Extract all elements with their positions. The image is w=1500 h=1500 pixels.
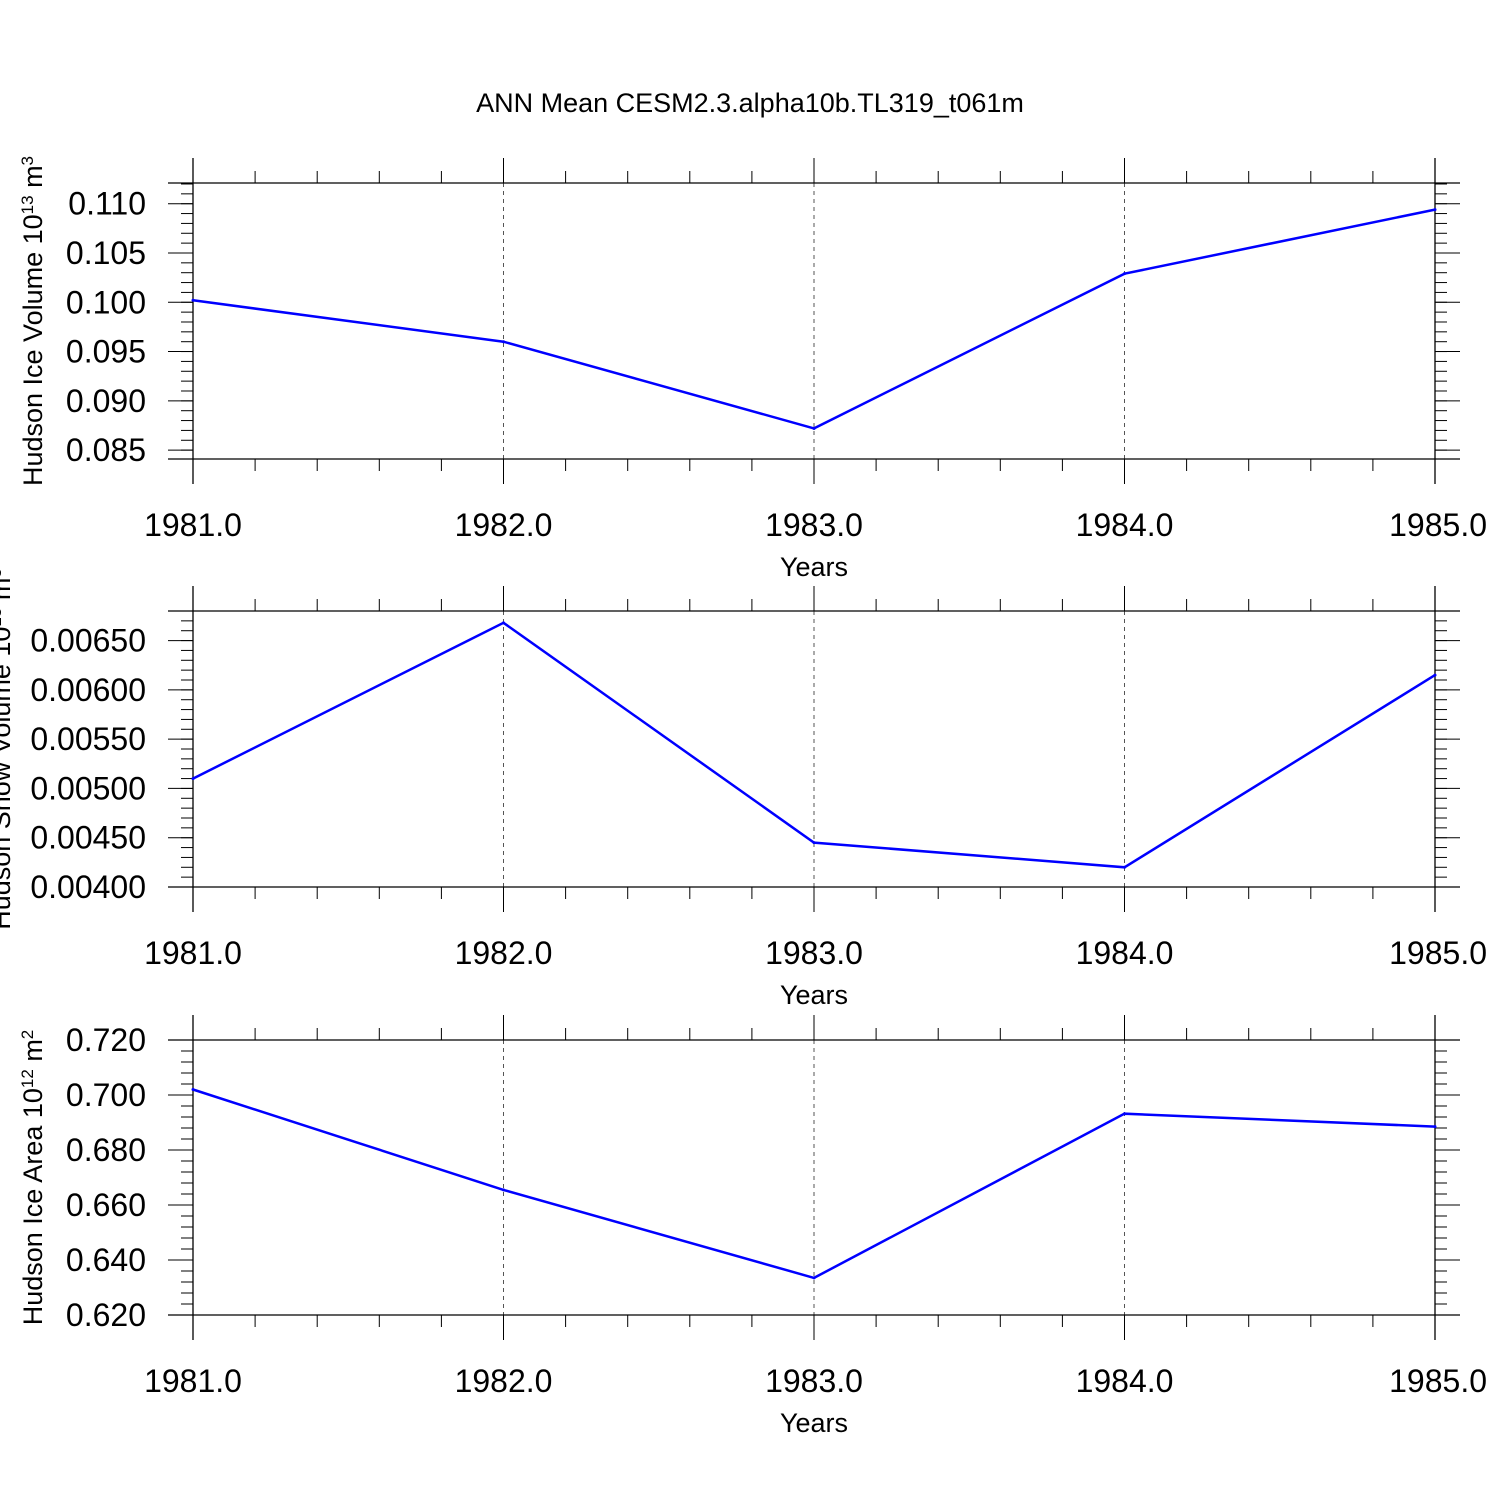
x-tick-label: 1982.0 bbox=[455, 507, 553, 543]
x-tick-label: 1984.0 bbox=[1076, 507, 1174, 543]
y-axis-title-part: Hudson Ice Volume 10 bbox=[18, 214, 48, 486]
y-tick-label: 0.00450 bbox=[30, 820, 146, 856]
y-tick-label: 0.090 bbox=[66, 383, 146, 419]
data-point bbox=[191, 777, 195, 781]
y-axis-title-superscript: 12 bbox=[18, 1069, 37, 1088]
x-tick-label: 1985.0 bbox=[1389, 935, 1487, 971]
y-axis-title: Hudson Snow Volume 1013 m3 bbox=[0, 568, 16, 930]
data-point bbox=[812, 426, 816, 430]
x-tick-label: 1981.0 bbox=[144, 507, 242, 543]
data-point bbox=[1433, 208, 1437, 212]
x-tick-label: 1981.0 bbox=[144, 1363, 242, 1399]
y-axis-title-part: m bbox=[18, 1039, 48, 1069]
panels: 0.085 0.090 0.095 0.100 0.105 0.110 1981.0 1982… bbox=[0, 156, 1487, 1438]
data-point bbox=[191, 1088, 195, 1091]
y-tick-label: 0.085 bbox=[66, 432, 146, 468]
x-tick-label: 1983.0 bbox=[765, 1363, 863, 1399]
y-axis-title-superscript: 2 bbox=[18, 1030, 37, 1039]
y-axis-title-part: m bbox=[18, 165, 48, 195]
x-tick-label: 1983.0 bbox=[765, 507, 863, 543]
y-tick-label: 0.110 bbox=[68, 186, 146, 222]
data-point bbox=[1433, 673, 1437, 677]
y-tick-label: 0.660 bbox=[66, 1187, 146, 1223]
y-tick-label: 0.720 bbox=[66, 1022, 146, 1058]
y-tick-label: 0.105 bbox=[66, 235, 146, 271]
y-axis-title: Hudson Ice Volume 1013 m3 bbox=[18, 156, 49, 486]
x-tick-label: 1982.0 bbox=[455, 1363, 553, 1399]
x-tick-label: 1982.0 bbox=[455, 935, 553, 971]
y-axis-title-superscript: 13 bbox=[18, 195, 37, 214]
y-tick-label: 0.620 bbox=[66, 1297, 146, 1333]
y-tick-label: 0.095 bbox=[66, 334, 146, 370]
y-axis-title-part: Hudson Ice Area 10 bbox=[18, 1088, 48, 1325]
y-axis-title-part: m bbox=[0, 578, 16, 608]
data-point bbox=[812, 1276, 816, 1280]
x-tick-label: 1983.0 bbox=[765, 935, 863, 971]
y-tick-label: 0.640 bbox=[66, 1242, 146, 1278]
panel-3: 0.620 0.640 0.660 0.680 0.700 0.720 1981.0 1982… bbox=[18, 1015, 1487, 1438]
data-point bbox=[502, 621, 505, 625]
y-tick-label: 0.00600 bbox=[30, 672, 146, 708]
panel-2: 0.00400 0.00450 0.00500 0.00550 0.00600 0.006… bbox=[0, 568, 1487, 1010]
x-tick-label: 1985.0 bbox=[1389, 507, 1487, 543]
data-point bbox=[502, 1188, 505, 1192]
y-tick-label: 0.700 bbox=[66, 1077, 146, 1113]
y-tick-label: 0.00500 bbox=[30, 770, 146, 806]
y-tick-label: 0.100 bbox=[66, 284, 146, 320]
x-axis-title: Years bbox=[780, 980, 848, 1010]
y-axis-title-superscript: 3 bbox=[18, 156, 37, 165]
data-point bbox=[812, 841, 816, 845]
y-tick-label: 0.00550 bbox=[30, 721, 146, 757]
figure-title: ANN Mean CESM2.3.alpha10b.TL319_t061m bbox=[476, 88, 1024, 118]
y-axis-title-part: Hudson Snow Volume 10 bbox=[0, 627, 16, 930]
data-point bbox=[1433, 1125, 1437, 1129]
x-axis-title: Years bbox=[780, 552, 848, 582]
data-point bbox=[191, 298, 195, 302]
y-axis-title-superscript: 13 bbox=[0, 608, 5, 627]
y-tick-label: 0.680 bbox=[66, 1132, 146, 1168]
y-axis-title: Hudson Ice Area 1012 m2 bbox=[18, 1030, 49, 1326]
data-point bbox=[1123, 865, 1126, 869]
panel-1: 0.085 0.090 0.095 0.100 0.105 0.110 1981.0 1982… bbox=[18, 156, 1488, 582]
y-tick-label: 0.00400 bbox=[30, 869, 146, 905]
x-tick-label: 1984.0 bbox=[1076, 935, 1174, 971]
y-tick-label: 0.00650 bbox=[30, 623, 146, 659]
x-tick-label: 1984.0 bbox=[1076, 1363, 1174, 1399]
x-axis-title: Years bbox=[780, 1408, 848, 1438]
y-axis-title-superscript: 3 bbox=[0, 568, 5, 577]
x-tick-label: 1981.0 bbox=[144, 935, 242, 971]
data-point bbox=[502, 340, 505, 344]
data-point bbox=[1123, 272, 1126, 276]
x-tick-label: 1985.0 bbox=[1389, 1363, 1487, 1399]
data-point bbox=[1123, 1112, 1126, 1116]
